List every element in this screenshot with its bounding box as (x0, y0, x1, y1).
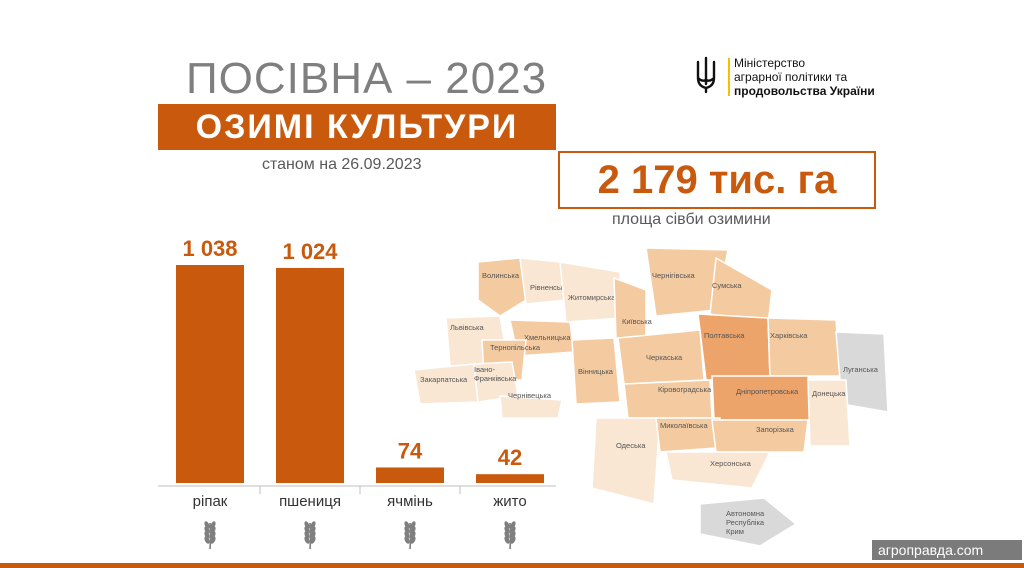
ministry-name-line: продовольства України (734, 84, 875, 98)
wheat-sprout-icon (204, 521, 216, 550)
map-region-label: Івано-Франківська (474, 365, 517, 383)
bar-value-label: 74 (398, 438, 423, 463)
map-region: Дніпропетровська (711, 375, 811, 421)
bar-value-label: 1 038 (182, 236, 237, 261)
map-region-label: Хмельницька (524, 333, 571, 342)
as-of-date: станом на 26.09.2023 (262, 156, 422, 173)
map-region: Київська (613, 276, 653, 339)
map-region-label: Черкаська (646, 353, 683, 362)
total-area-caption: площа сівби озимини (612, 211, 771, 228)
category-label: ріпак (193, 493, 228, 510)
map-region-label: Полтавська (704, 331, 745, 340)
map-region: Сумська (709, 256, 773, 325)
map-region: Миколаївська (655, 417, 721, 453)
bar-value-label: 1 024 (282, 239, 338, 264)
map-region-label: Вінницька (578, 367, 614, 376)
map-region: Харківська (767, 317, 841, 377)
rye-ear-icon (504, 521, 516, 550)
bars: 1 038 ріпак 1 024 пшениця 74 ячмінь 42 жито (158, 236, 556, 550)
bar-2 (276, 267, 344, 483)
map-region-label: Чернівецька (508, 391, 552, 400)
ministry-logo: Міністерство аграрної політики та продов… (694, 56, 894, 98)
footer-bar (0, 563, 1024, 568)
page-title: ПОСІВНА – 2023 (186, 54, 548, 103)
ministry-name-line: Міністерство (734, 56, 806, 70)
map-region-label: Київська (622, 317, 653, 326)
map-region: Івано-Франківська (473, 361, 519, 403)
map-region-label: Чернігівська (652, 271, 696, 280)
map-region-label: Херсонська (710, 459, 752, 468)
map-region-label: Сумська (712, 281, 742, 290)
category-label: ячмінь (387, 493, 433, 510)
map-region: Запорізька (711, 419, 809, 453)
map-region: Житомирська (559, 261, 623, 323)
map-region: Закарпатська (413, 363, 479, 405)
map-region-label: Луганська (843, 365, 879, 374)
trident-icon (696, 56, 716, 94)
bar-3 (376, 467, 444, 483)
map-region: Вінницька (571, 337, 621, 405)
map-region: Одеська (591, 417, 661, 505)
map-region-label: Донецька (812, 389, 846, 398)
ministry-name-line: аграрної політики та (734, 70, 848, 84)
map-region: Автономна Республіка Крим (699, 497, 798, 547)
category-label: пшениця (279, 493, 341, 510)
map-region-label: Харківська (770, 331, 808, 340)
map-region-label: Миколаївська (660, 421, 708, 430)
map-region-label: Запорізька (756, 425, 795, 434)
barley-ear-icon (404, 521, 416, 550)
map-region: Херсонська (665, 451, 772, 489)
ministry-accent-line (728, 58, 730, 96)
map-region-label: Закарпатська (420, 375, 468, 384)
map-region-label: Дніпропетровська (736, 387, 799, 396)
title-banner: ОЗИМІ КУЛЬТУРИ (158, 104, 556, 150)
map-region-label: Львівська (450, 323, 484, 332)
map-region-label: Житомирська (568, 293, 616, 302)
map-region-label: Кіровоградська (658, 385, 712, 394)
bar-1 (176, 265, 244, 483)
total-area-box: 2 179 тис. га (558, 151, 876, 209)
wheat-ear-icon (304, 521, 316, 550)
map-region: Черкаська (617, 329, 705, 385)
map-region-label: Тернопільська (490, 343, 541, 352)
bar-value-label: 42 (498, 445, 522, 470)
map-region-label: Одеська (616, 441, 646, 450)
map-region-label: Рівненська (530, 283, 569, 292)
map-region: Волинська (477, 257, 527, 317)
map-region: Кіровоградська (623, 379, 713, 419)
ministry-name: Міністерство аграрної політики та продов… (734, 56, 894, 98)
map-region-label: Волинська (482, 271, 520, 280)
map-region: Полтавська (697, 313, 771, 381)
watermark: агроправда.com (872, 540, 1022, 560)
map-region-label: Автономна Республіка Крим (726, 509, 765, 536)
category-label: жито (493, 493, 526, 510)
map-region: Чернівецька (499, 391, 563, 419)
bar-4 (476, 474, 544, 483)
map-region: Донецька (807, 379, 851, 447)
